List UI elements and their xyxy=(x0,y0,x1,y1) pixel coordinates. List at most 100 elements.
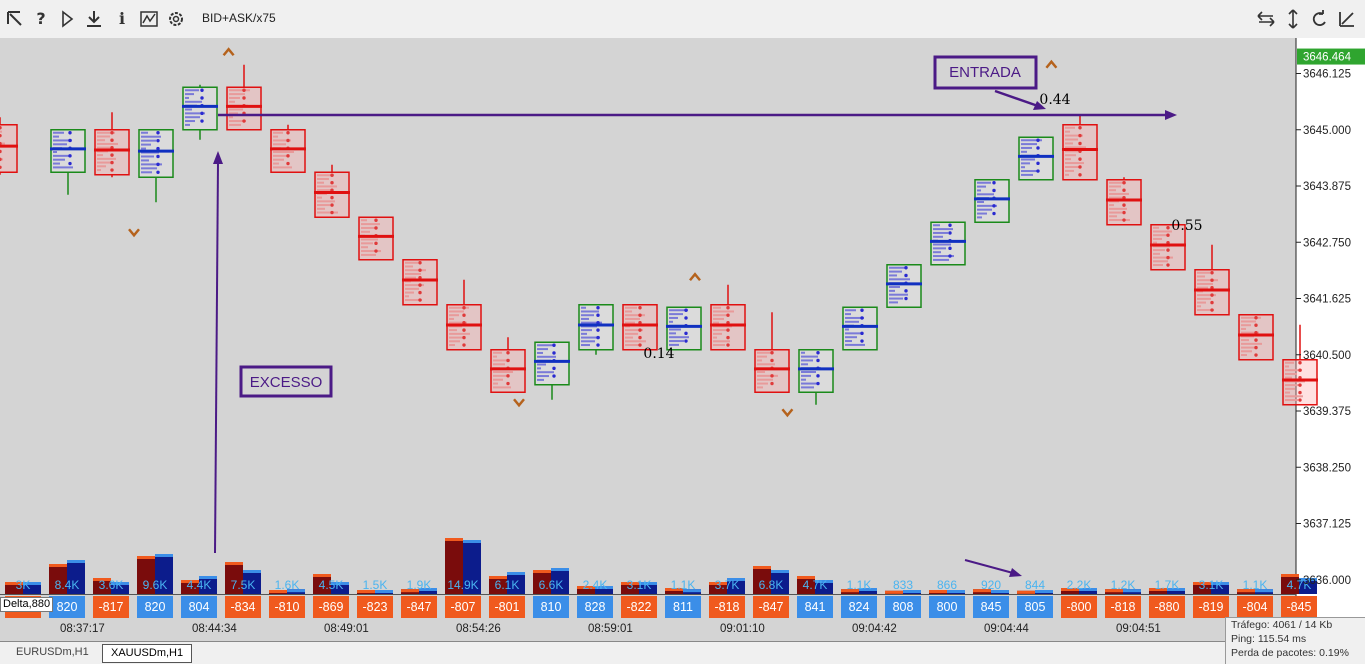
volume-bar-cap xyxy=(973,589,991,593)
footprint-row xyxy=(1285,376,1292,379)
footprint-row xyxy=(97,139,105,142)
footprint-row xyxy=(977,181,991,184)
arrow-head xyxy=(1033,101,1046,110)
edit-icon[interactable] xyxy=(1336,8,1358,30)
delta-value: 820 xyxy=(57,600,78,614)
footprint-dot xyxy=(286,161,290,166)
footprint-row xyxy=(53,139,72,142)
time-tick-label: 09:04:42 xyxy=(852,623,897,635)
footprint-row xyxy=(229,123,241,126)
footprint-row xyxy=(889,289,895,292)
candle xyxy=(314,164,350,218)
delta-value: -823 xyxy=(362,600,387,614)
footprint-dot xyxy=(1078,173,1082,177)
time-tick-label: 08:44:34 xyxy=(192,623,237,635)
delta-cell xyxy=(489,596,525,618)
chart-settings-icon[interactable] xyxy=(138,8,160,30)
footprint-row xyxy=(669,316,678,319)
volume-label: 1.1K xyxy=(671,578,696,592)
footprint-row xyxy=(713,306,721,309)
time-tick-label: 08:59:01 xyxy=(588,623,633,635)
help-icon[interactable]: ? xyxy=(36,9,46,28)
delta-value: 824 xyxy=(849,600,870,614)
volume-label: 3K xyxy=(16,578,31,592)
tab-eurusd[interactable]: EURUSDm,H1 xyxy=(16,646,89,658)
candle xyxy=(754,312,790,393)
play-icon[interactable] xyxy=(56,8,78,30)
footprint-dot xyxy=(948,254,952,258)
footprint-row xyxy=(537,355,556,358)
footprint-row xyxy=(581,306,586,309)
swap-arrows-icon[interactable] xyxy=(1255,8,1277,30)
footprint-row xyxy=(581,340,595,343)
footprint-dot xyxy=(462,306,466,310)
footprint-row xyxy=(1241,350,1252,353)
time-tick-label: 09:01:10 xyxy=(720,623,765,635)
footprint-row xyxy=(1285,369,1302,372)
footprint-dot xyxy=(726,313,730,317)
footprint-dot xyxy=(1298,390,1302,395)
footprint-dot xyxy=(770,358,774,363)
vertical-arrows-icon[interactable] xyxy=(1282,8,1304,30)
volume-bar-cap xyxy=(23,582,41,585)
volume-bar xyxy=(533,570,551,594)
footprint-dot xyxy=(552,343,556,347)
footprint-dot xyxy=(860,308,864,312)
refresh-icon[interactable] xyxy=(1309,8,1331,30)
volume-bar-cap xyxy=(67,560,85,563)
footprint-dot xyxy=(684,316,688,320)
info-icon[interactable]: i xyxy=(118,9,126,28)
footprint-row xyxy=(537,375,549,378)
candle xyxy=(710,284,746,351)
footprint-dot xyxy=(110,168,114,172)
price-tick-label: 3636.000 xyxy=(1303,575,1351,587)
footprint-row xyxy=(1197,301,1206,304)
current-price-tag xyxy=(1297,48,1365,65)
footprint-row xyxy=(1109,219,1130,222)
footprint-row xyxy=(97,131,115,134)
footprint-row xyxy=(1065,173,1069,176)
footprint-row xyxy=(1153,237,1162,240)
volume-label: 3.7K xyxy=(715,578,740,592)
volume-label: 8.4K xyxy=(55,578,80,592)
footprint-row xyxy=(361,253,376,256)
footprint-row xyxy=(977,201,984,203)
footprint-dot xyxy=(992,211,996,216)
footprint-row xyxy=(625,321,635,324)
footprint-dot xyxy=(638,313,642,317)
footprint-row xyxy=(977,204,997,207)
volume-bar-cap xyxy=(1255,589,1273,593)
footprint-dot xyxy=(1210,300,1214,305)
cursor-arrow-icon[interactable] xyxy=(4,8,26,30)
footprint-row xyxy=(185,116,200,119)
volume-bar xyxy=(771,570,789,594)
footprint-dot xyxy=(1122,203,1126,207)
footprint-row xyxy=(97,135,110,138)
footprint-row xyxy=(229,112,238,115)
download-icon[interactable] xyxy=(83,8,105,30)
footprint-chart[interactable]: 3K 8.4K 3.6K 9.6K 4.4K 7.5K 1.6K 4.5K 1.5K 1.9K 14… xyxy=(0,38,1365,618)
footprint-row xyxy=(273,135,278,138)
gear-icon[interactable] xyxy=(165,8,187,30)
footprint-row xyxy=(889,270,902,273)
footprint-dot xyxy=(418,283,422,287)
footprint-row xyxy=(405,287,419,290)
footprint-row xyxy=(361,246,368,249)
candle xyxy=(0,117,18,175)
footprint-dot xyxy=(770,374,774,378)
delta-value: -807 xyxy=(450,600,475,614)
footprint-dot xyxy=(156,154,160,159)
footprint-row xyxy=(713,314,729,317)
footprint-dot xyxy=(110,160,114,165)
footprint-row xyxy=(845,309,856,312)
price-tick-label: 3638.250 xyxy=(1303,462,1351,474)
footprint-dot xyxy=(726,335,730,340)
footprint-dot xyxy=(1298,383,1302,387)
footprint-dot xyxy=(0,165,2,169)
footprint-row xyxy=(1153,249,1165,252)
volume-label: 3.1K xyxy=(627,578,652,592)
delta-value: -817 xyxy=(98,600,123,614)
footprint-row xyxy=(1285,387,1295,390)
tab-xauusd[interactable]: XAUUSDm,H1 xyxy=(102,644,193,663)
footprint-row xyxy=(1197,294,1216,297)
